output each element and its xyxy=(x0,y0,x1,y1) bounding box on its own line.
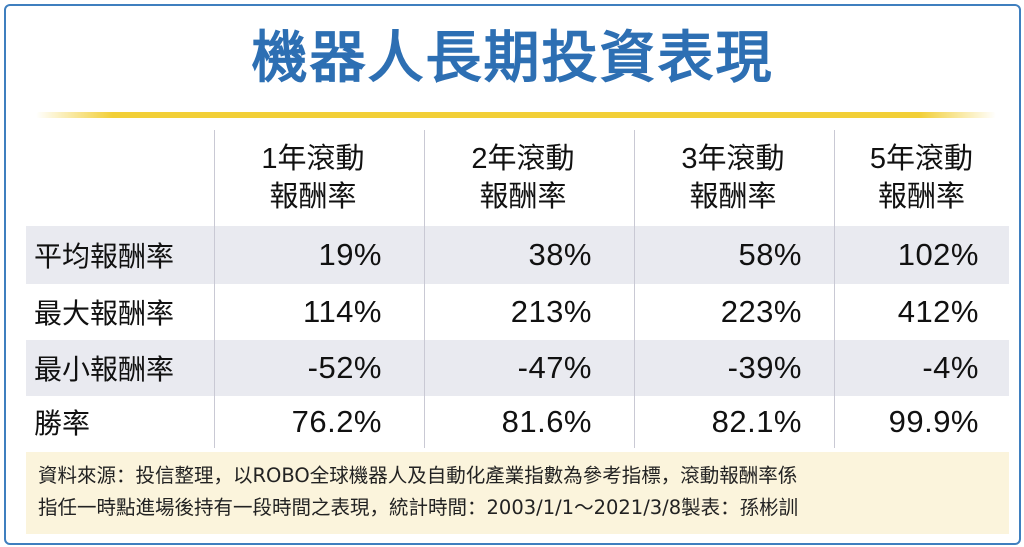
table-cell: -39% xyxy=(727,350,802,385)
row-label: 勝率 xyxy=(34,407,91,440)
table-header-row: 1年滾動 報酬率 2年滾動 報酬率 3年滾動 報酬率 5年滾動 報酬率 xyxy=(26,130,1009,226)
column-header-5y: 5年滾動 報酬率 xyxy=(834,130,1009,226)
table-cell: 99.9% xyxy=(888,404,979,439)
table-cell: 102% xyxy=(897,237,979,272)
column-header-line: 報酬率 xyxy=(479,181,567,213)
column-header-line: 報酬率 xyxy=(689,181,777,213)
page-title: 機器人長期投資表現 xyxy=(251,26,774,91)
column-divider xyxy=(634,130,635,448)
source-note-line: 資料來源：投信整理，以ROBO全球機器人及自動化產業指數為參考指標，滾動報酬率係 xyxy=(38,464,798,487)
table-cell: 412% xyxy=(897,294,979,329)
column-divider xyxy=(424,130,425,448)
table-cell: -4% xyxy=(922,350,979,385)
table-row: 勝率 76.2% 81.6% 82.1% 99.9% xyxy=(26,396,1009,448)
column-header-3y: 3年滾動 報酬率 xyxy=(634,130,832,226)
column-header-line: 5年滾動 xyxy=(869,143,974,175)
table-row: 平均報酬率 19% 38% 58% 102% xyxy=(26,226,1009,284)
column-header-1y: 1年滾動 報酬率 xyxy=(214,130,412,226)
row-label: 最小報酬率 xyxy=(34,353,175,386)
column-header-line: 3年滾動 xyxy=(681,143,785,175)
row-label: 平均報酬率 xyxy=(34,240,175,273)
column-header-line: 1年滾動 xyxy=(261,143,365,175)
source-note: 資料來源：投信整理，以ROBO全球機器人及自動化產業指數為參考指標，滾動報酬率係… xyxy=(26,452,1009,534)
table-row: 最大報酬率 114% 213% 223% 412% xyxy=(26,284,1009,340)
table-row: 最小報酬率 -52% -47% -39% -4% xyxy=(26,340,1009,396)
table-cell: 19% xyxy=(318,237,382,272)
table-cell: 82.1% xyxy=(711,404,802,439)
column-header-line: 2年滾動 xyxy=(471,143,575,175)
column-header-line: 報酬率 xyxy=(877,181,965,213)
table-cell: -52% xyxy=(307,350,382,385)
table-cell: 223% xyxy=(720,294,802,329)
table-cell: 58% xyxy=(738,237,802,272)
table-cell: 81.6% xyxy=(501,404,592,439)
table-cell: 38% xyxy=(528,237,592,272)
column-divider xyxy=(214,130,215,448)
table-cell: 76.2% xyxy=(291,404,382,439)
column-header-2y: 2年滾動 報酬率 xyxy=(424,130,622,226)
table-cell: 213% xyxy=(510,294,592,329)
row-label: 最大報酬率 xyxy=(34,297,175,330)
source-note-line: 指任一時點進場後持有一段時間之表現，統計時間：2003/1/1～2021/3/8… xyxy=(38,496,799,519)
column-divider xyxy=(834,130,835,448)
returns-table: 1年滾動 報酬率 2年滾動 報酬率 3年滾動 報酬率 5年滾動 報酬率 平均報酬… xyxy=(26,130,1009,448)
table-cell: -47% xyxy=(517,350,592,385)
column-header-line: 報酬率 xyxy=(269,181,357,213)
title-underline xyxy=(36,112,996,118)
table-cell: 114% xyxy=(303,294,382,329)
infographic-frame: 機器人長期投資表現 1年滾動 報酬率 2年滾動 報酬率 3年滾動 報酬率 5年滾… xyxy=(4,4,1021,545)
